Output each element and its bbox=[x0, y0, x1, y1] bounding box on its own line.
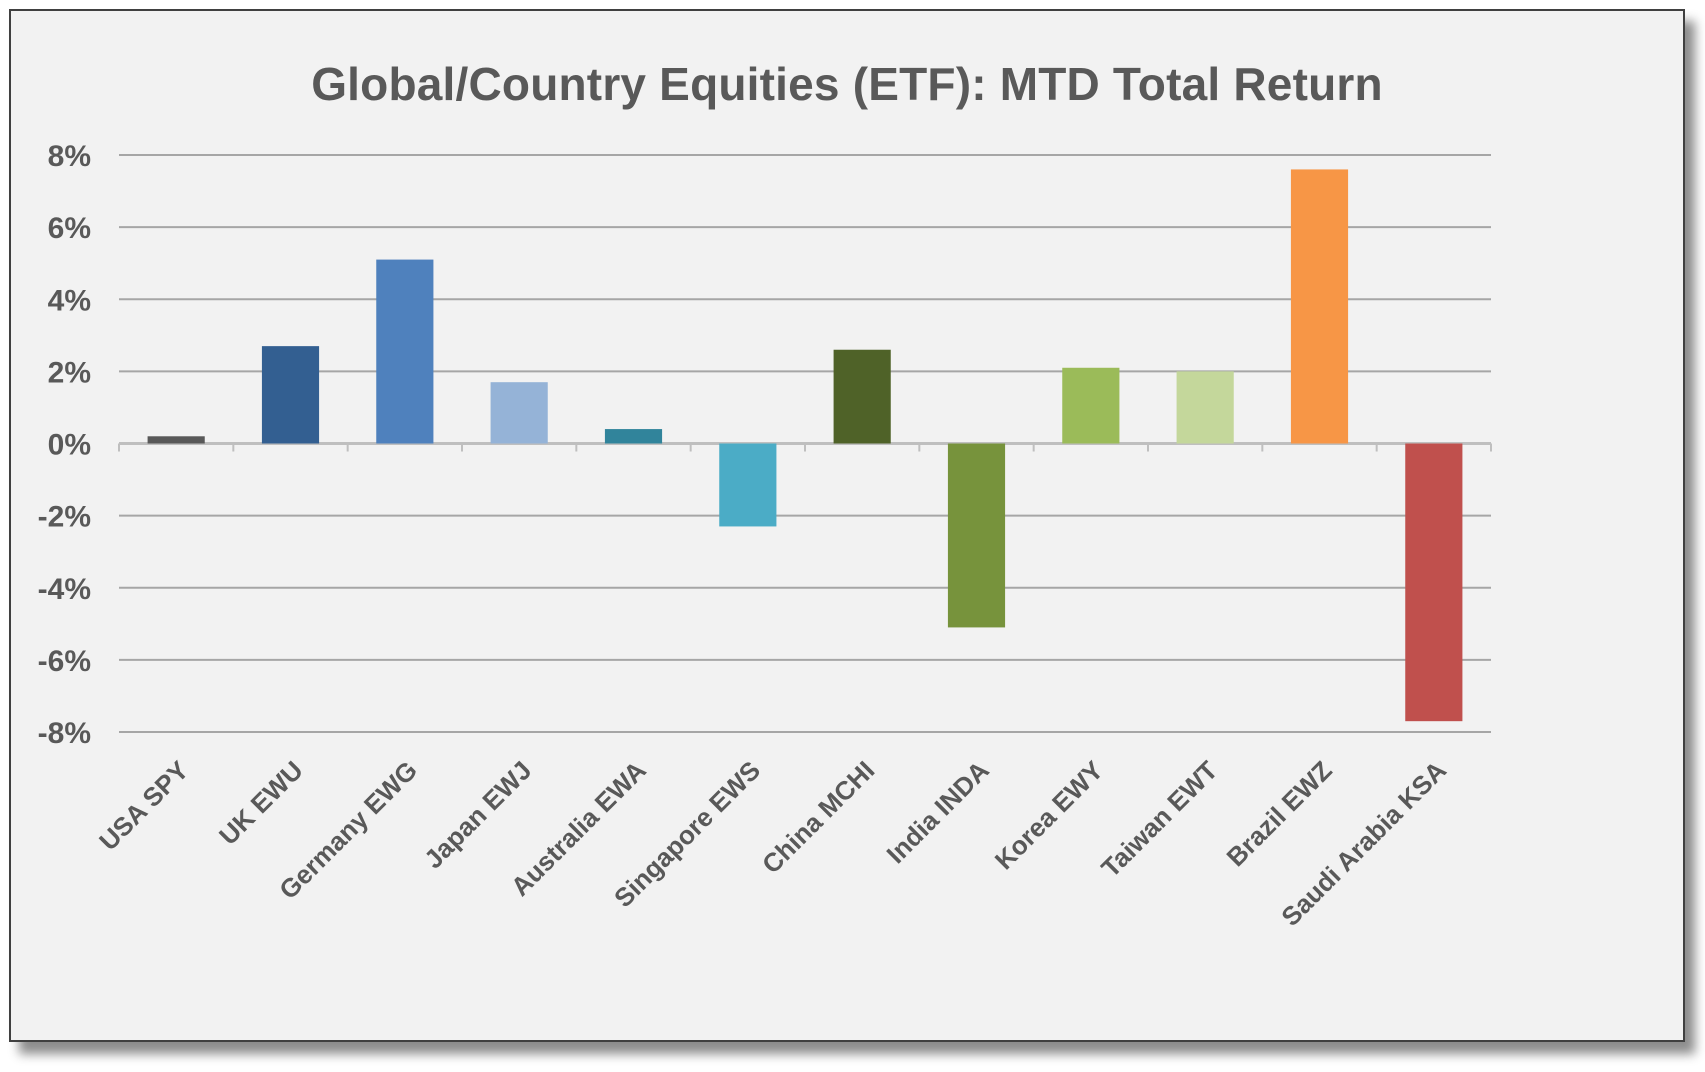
bar-uk-ewu bbox=[261, 346, 320, 444]
y-tick-label: 8% bbox=[48, 140, 91, 173]
bar-usa-spy bbox=[147, 436, 205, 444]
y-tick-label: 2% bbox=[48, 356, 91, 389]
bar-australia-ewa bbox=[604, 429, 663, 444]
y-tick-label: -4% bbox=[38, 573, 91, 606]
y-tick-label: -2% bbox=[38, 501, 91, 534]
bar-brazil-ewz bbox=[1290, 169, 1349, 444]
bar-chart: 8%6%4%2%0%-2%-4%-6%-8%USA SPY UK EWUGerma… bbox=[38, 140, 1492, 932]
y-tick-label: -6% bbox=[38, 645, 91, 678]
x-category-label: India INDA bbox=[881, 755, 995, 869]
x-category-label: Japan EWJ bbox=[418, 755, 537, 874]
x-category-label: Brazil EWZ bbox=[1221, 755, 1338, 872]
y-tick-label: 4% bbox=[48, 284, 91, 317]
bar-germany-ewg bbox=[376, 259, 434, 444]
bar-korea-ewy bbox=[1062, 367, 1120, 444]
x-category-label: Korea EWY bbox=[989, 755, 1109, 875]
x-category-label: China MCHI bbox=[756, 755, 880, 879]
chart-frame: Global/Country Equities (ETF): MTD Total… bbox=[9, 9, 1685, 1042]
x-category-label: USA SPY bbox=[93, 755, 194, 856]
bar-taiwan-ewt bbox=[1176, 371, 1234, 444]
y-tick-label: 6% bbox=[48, 212, 91, 245]
chart-title: Global/Country Equities (ETF): MTD Total… bbox=[311, 58, 1383, 110]
x-category-label: Taiwan EWT bbox=[1095, 755, 1223, 883]
y-tick-label: 0% bbox=[48, 429, 91, 462]
bar-japan-ewj bbox=[490, 382, 548, 444]
y-tick-label: -8% bbox=[38, 717, 91, 750]
bar-india-inda bbox=[947, 443, 1006, 628]
x-category-label: UK EWU bbox=[213, 755, 309, 851]
bar-china-mchi bbox=[833, 349, 891, 444]
bar-singapore-ews bbox=[719, 443, 777, 527]
bar-saudi-arabia-ksa bbox=[1405, 443, 1463, 722]
